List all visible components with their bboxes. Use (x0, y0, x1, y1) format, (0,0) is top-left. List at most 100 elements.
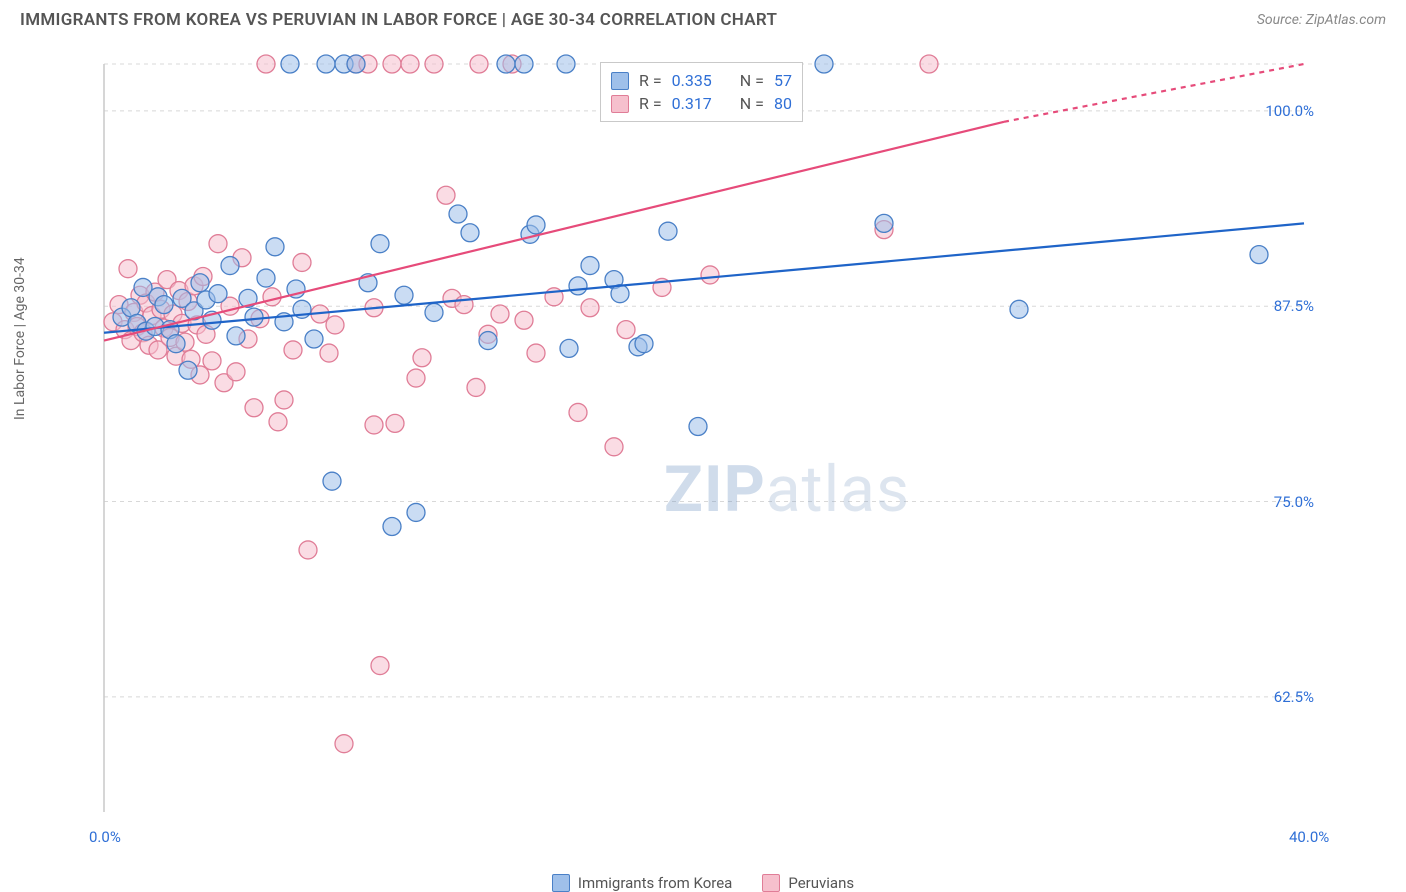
scatter-point-series1 (179, 361, 197, 379)
n-value-1: 57 (774, 71, 792, 90)
scatter-point-series2 (320, 344, 338, 362)
scatter-point-series2 (203, 352, 221, 370)
scatter-point-series2 (245, 399, 263, 417)
scatter-point-series2 (386, 414, 404, 432)
y-tick-label: 62.5% (1274, 688, 1314, 706)
y-tick-label: 75.0% (1274, 493, 1314, 511)
scatter-point-series2 (407, 369, 425, 387)
scatter-point-series1 (323, 472, 341, 490)
scatter-point-series1 (557, 55, 575, 73)
scatter-point-series1 (209, 285, 227, 303)
scatter-point-series2 (617, 321, 635, 339)
legend-swatch-series2 (762, 874, 780, 892)
scatter-point-series1 (257, 269, 275, 287)
scatter-point-series2 (257, 55, 275, 73)
stats-row-series1: R = 0.335 N = 57 (611, 69, 792, 92)
r-label-1: R = (639, 71, 662, 90)
scatter-point-series2 (605, 438, 623, 456)
scatter-point-series1 (305, 330, 323, 348)
scatter-point-series2 (401, 55, 419, 73)
bottom-legend: Immigrants from Korea Peruvians (0, 874, 1406, 892)
scatter-point-series2 (383, 55, 401, 73)
trend-line-series2-dash (1004, 64, 1304, 122)
scatter-point-series2 (470, 55, 488, 73)
scatter-point-series1 (191, 274, 209, 292)
scatter-point-series1 (407, 503, 425, 521)
scatter-point-series1 (689, 418, 707, 436)
scatter-point-series2 (119, 260, 137, 278)
scatter-point-series1 (395, 286, 413, 304)
r-value-2: 0.317 (672, 94, 712, 113)
scatter-point-series1 (635, 335, 653, 353)
scatter-point-series2 (326, 316, 344, 334)
scatter-point-series1 (560, 339, 578, 357)
scatter-point-series2 (701, 266, 719, 284)
scatter-point-series2 (227, 363, 245, 381)
scatter-point-series1 (569, 277, 587, 295)
n-label-2: N = (740, 94, 764, 113)
trend-line-series1 (104, 223, 1304, 332)
scatter-chart-svg (44, 52, 1324, 812)
scatter-point-series1 (461, 224, 479, 242)
legend-label-series2: Peruvians (788, 874, 854, 892)
legend-item-series2: Peruvians (762, 874, 854, 892)
swatch-series2 (611, 95, 629, 113)
scatter-point-series1 (221, 257, 239, 275)
scatter-point-series2 (263, 288, 281, 306)
x-tick-label: 0.0% (89, 828, 121, 846)
scatter-point-series2 (335, 735, 353, 753)
scatter-point-series1 (581, 257, 599, 275)
scatter-point-series2 (527, 344, 545, 362)
scatter-point-series1 (497, 55, 515, 73)
scatter-point-series1 (659, 222, 677, 240)
legend-item-series1: Immigrants from Korea (552, 874, 732, 892)
correlation-stats-box: R = 0.335 N = 57 R = 0.317 N = 80 (600, 62, 803, 122)
legend-label-series1: Immigrants from Korea (578, 874, 732, 892)
swatch-series1 (611, 72, 629, 90)
scatter-point-series1 (515, 55, 533, 73)
scatter-point-series2 (209, 235, 227, 253)
scatter-point-series1 (227, 327, 245, 345)
scatter-point-series2 (365, 416, 383, 434)
scatter-point-series1 (317, 55, 335, 73)
scatter-point-series2 (371, 657, 389, 675)
scatter-point-series1 (815, 55, 833, 73)
scatter-point-series2 (437, 186, 455, 204)
scatter-point-series1 (1010, 300, 1028, 318)
scatter-point-series2 (299, 541, 317, 559)
scatter-point-series1 (167, 335, 185, 353)
scatter-point-series1 (281, 55, 299, 73)
scatter-point-series2 (269, 413, 287, 431)
chart-area: ZIPatlas R = 0.335 N = 57 R = 0.317 N = … (44, 52, 1324, 812)
scatter-point-series2 (920, 55, 938, 73)
scatter-point-series1 (383, 518, 401, 536)
scatter-point-series2 (515, 311, 533, 329)
scatter-point-series2 (491, 305, 509, 323)
scatter-point-series2 (284, 341, 302, 359)
scatter-point-series1 (875, 214, 893, 232)
x-tick-label: 40.0% (1289, 828, 1329, 846)
scatter-point-series2 (569, 403, 587, 421)
scatter-point-series2 (293, 253, 311, 271)
legend-swatch-series1 (552, 874, 570, 892)
scatter-point-series1 (479, 332, 497, 350)
scatter-point-series1 (155, 296, 173, 314)
y-axis-label: In Labor Force | Age 30-34 (12, 257, 28, 420)
scatter-point-series1 (266, 238, 284, 256)
scatter-point-series1 (527, 216, 545, 234)
scatter-point-series2 (275, 391, 293, 409)
trend-line-series2 (104, 122, 1004, 341)
scatter-point-series2 (581, 299, 599, 317)
scatter-point-series1 (1250, 246, 1268, 264)
chart-title: IMMIGRANTS FROM KOREA VS PERUVIAN IN LAB… (20, 10, 777, 30)
r-value-1: 0.335 (672, 71, 712, 90)
scatter-point-series1 (449, 205, 467, 223)
scatter-point-series2 (425, 55, 443, 73)
y-tick-label: 87.5% (1274, 297, 1314, 315)
r-label-2: R = (639, 94, 662, 113)
scatter-point-series1 (347, 55, 365, 73)
n-label-1: N = (740, 71, 764, 90)
scatter-point-series2 (467, 378, 485, 396)
scatter-point-series1 (425, 303, 443, 321)
scatter-point-series1 (371, 235, 389, 253)
